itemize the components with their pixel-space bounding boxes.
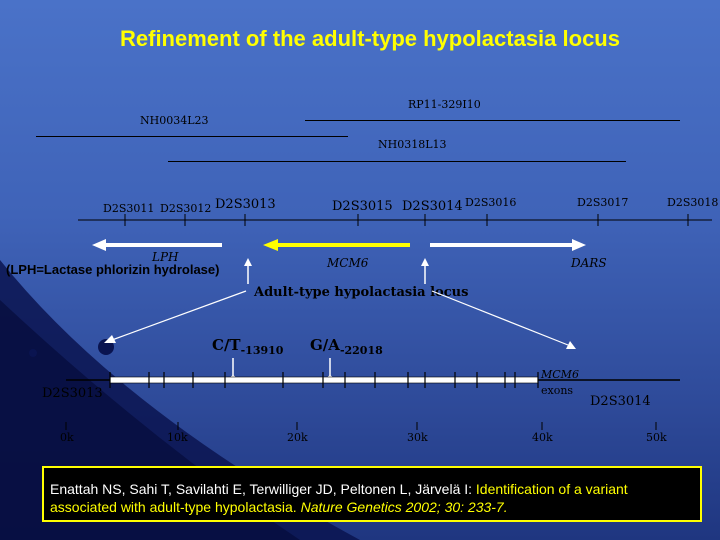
clone-label-rp11: RP11-329I10 [408, 98, 481, 111]
marker-d2s3013: D2S3013 [215, 197, 276, 212]
marker-d2s3018: D2S3018 [667, 196, 719, 209]
lph-fullname: (LPH=Lactase phlorizin hydrolase) [6, 262, 220, 277]
gene-dars-label: DARS [571, 256, 607, 270]
scale-label-30k: 30k [407, 431, 428, 444]
zoom-lines [104, 290, 576, 349]
detail-right-marker: D2S3014 [590, 394, 651, 409]
variant-ct: C/T-13910 [212, 336, 284, 357]
citation-box: Enattah NS, Sahi T, Savilahti E, Terwill… [42, 466, 702, 522]
scale-label-10k: 10k [167, 431, 188, 444]
gene-arrows [92, 239, 586, 284]
variant-ct-position: -13910 [240, 344, 284, 357]
citation-journal: Nature Genetics 2002; 30: 233-7. [296, 499, 508, 515]
clone-line-nh0034 [36, 136, 348, 137]
variant-ga: G/A-22018 [310, 336, 383, 357]
exons-label: exons [541, 384, 574, 397]
scale-label-50k: 50k [646, 431, 667, 444]
marker-d2s3011: D2S3011 [103, 202, 155, 215]
marker-d2s3015: D2S3015 [332, 199, 393, 214]
gene-lph-label: LPH [152, 250, 179, 264]
clone-label-nh0318: NH0318L13 [378, 138, 447, 151]
scale-label-20k: 20k [287, 431, 308, 444]
exons-gene-label: MCM6 [541, 368, 579, 381]
locus-label: Adult-type hypolactasia locus [254, 285, 469, 300]
marker-d2s3014: D2S3014 [402, 199, 463, 214]
page-title: Refinement of the adult-type hypolactasi… [120, 26, 620, 51]
citation-authors: Enattah NS, Sahi T, Savilahti E, Terwill… [50, 481, 476, 497]
variant-ct-main: C/T [212, 336, 241, 354]
clone-line-rp11 [305, 120, 680, 121]
citation-title: Identification of a variant associated w… [50, 481, 628, 515]
variant-ga-main: G/A [310, 336, 340, 354]
marker-d2s3012: D2S3012 [160, 202, 212, 215]
gene-mcm6-label: MCM6 [327, 256, 369, 270]
clone-line-nh0318 [168, 161, 626, 162]
detail-left-marker: D2S3013 [42, 386, 103, 401]
scale-label-40k: 40k [532, 431, 553, 444]
scale-label-0k: 0k [60, 431, 74, 444]
detail-region [65, 358, 680, 430]
marker-d2s3016: D2S3016 [465, 196, 517, 209]
clone-label-nh0034: NH0034L23 [140, 114, 209, 127]
variant-ga-position: -22018 [339, 344, 383, 357]
marker-d2s3017: D2S3017 [577, 196, 629, 209]
marker-map-line [78, 214, 712, 226]
